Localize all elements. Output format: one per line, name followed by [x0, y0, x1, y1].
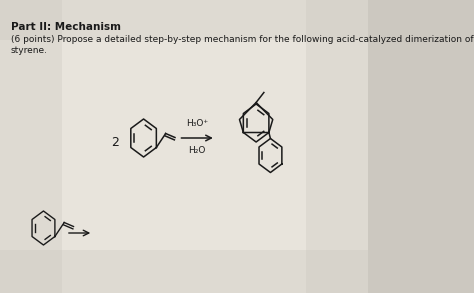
Text: H₃O⁺: H₃O⁺: [186, 119, 208, 128]
Text: (6 points) Propose a detailed step-by-step mechanism for the following acid-cata: (6 points) Propose a detailed step-by-st…: [11, 35, 474, 44]
Bar: [306, 0, 368, 293]
Bar: [0, 0, 62, 293]
Bar: [0, 250, 368, 293]
Bar: [0, 0, 368, 40]
Text: 2: 2: [111, 135, 119, 149]
Text: styrene.: styrene.: [11, 46, 48, 55]
Text: H₂O: H₂O: [189, 146, 206, 155]
Text: Part II: Mechanism: Part II: Mechanism: [11, 22, 121, 32]
